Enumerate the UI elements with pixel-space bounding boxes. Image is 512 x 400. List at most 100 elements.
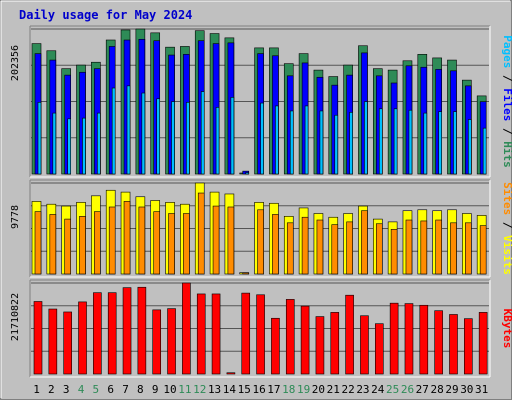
x-tick-label-day-23: 23 [356,383,369,396]
bar-pages-day-20 [319,110,324,175]
legend-item-files: Files [501,88,512,121]
x-tick-label-day-10: 10 [163,383,176,396]
bar-pages-day-17 [275,105,279,175]
bar-sites-day-12 [197,192,205,275]
bar-pages-day-25 [393,108,398,175]
bar-sites-day-21 [331,224,339,275]
legend-kbytes: KBytes [501,309,512,349]
bar-pages-day-7 [126,85,131,175]
bar-pages-day-15 [245,172,250,175]
bar-pages-day-10 [171,101,175,175]
bar-sites-day-24 [375,223,383,275]
bar-sites-day-26 [405,219,413,275]
bar-pages-day-28 [438,111,442,175]
bar-pages-day-16 [260,102,264,175]
legend-item-kbytes: KBytes [501,309,512,349]
x-tick-label-day-18: 18 [282,383,295,396]
bar-kbytes-day-26 [404,303,414,375]
bar-sites-day-27 [420,220,428,275]
bar-pages-day-11 [186,102,190,175]
bar-kbytes-day-20 [315,316,325,375]
bar-sites-day-11 [183,213,190,275]
bar-kbytes-day-14 [226,372,236,375]
x-tick-label-day-19: 19 [297,383,310,396]
x-tick-label-day-15: 15 [238,383,251,396]
bar-sites-day-22 [346,221,353,275]
x-tick-label-day-2: 2 [48,383,55,396]
bar-kbytes-day-24 [374,323,384,375]
bar-kbytes-day-15 [241,292,251,375]
legend-separator: / [501,215,512,235]
bar-kbytes-day-8 [137,286,147,375]
bar-kbytes-day-13 [211,293,221,375]
x-tick-label-day-12: 12 [193,383,206,396]
bar-kbytes-day-10 [167,308,176,375]
bar-pages-day-18 [289,110,294,175]
x-tick-label-day-13: 13 [208,383,221,396]
x-tick-label-day-1: 1 [33,383,40,396]
legend-item-pages: Pages [501,35,512,68]
bar-pages-day-30 [468,119,472,175]
x-tick-label-day-16: 16 [252,383,265,396]
bar-pages-day-9 [156,98,161,175]
bar-pages-day-14 [230,97,235,175]
x-tick-label-day-31: 31 [475,383,488,396]
x-tick-label-day-21: 21 [327,383,340,396]
bar-pages-day-22 [349,112,353,175]
chart-panels: 202356 Pages / Files / Hits 9778 Sites / Vi… [10,25,512,378]
x-tick-label-day-14: 14 [223,383,237,396]
bar-kbytes-day-29 [449,314,458,375]
bar-pages-day-8 [141,92,146,175]
x-tick-label-day-11: 11 [178,383,191,396]
bar-kbytes-day-31 [478,312,488,375]
bar-kbytes-day-11 [182,282,191,375]
x-axis-labels: 1 2 3 4 5 6 7 8 9 10 11 12 13 14 15 16 17 18 19 20 21 22 23 24 2… [33,383,488,396]
bar-pages-day-3 [67,118,71,175]
bar-sites-day-25 [390,229,398,275]
bar-kbytes-day-2 [48,308,58,375]
legend-separator: / [501,68,512,88]
y-max-label-visits: 9778 [10,205,21,229]
x-tick-label-day-6: 6 [107,383,114,396]
x-tick-label-day-29: 29 [445,383,458,396]
legend-visits: Sites / Visits [501,182,512,275]
bar-sites-day-15 [242,272,250,275]
bar-sites-day-4 [79,215,86,275]
bar-pages-day-29 [453,111,457,175]
bar-pages-day-31 [482,127,487,175]
x-tick-label-day-4: 4 [78,383,85,396]
panel-kbytes: 21710822 KBytes [10,279,512,378]
bar-pages-day-4 [82,117,86,175]
bar-kbytes-day-21 [330,312,340,375]
x-tick-label-day-28: 28 [431,383,444,396]
x-tick-label-day-9: 9 [152,383,159,396]
legend-separator: / [501,121,512,141]
bar-pages-day-26 [408,109,413,175]
panel-hits: 202356 Pages / Files / Hits [10,25,512,178]
x-tick-label-day-22: 22 [341,383,354,396]
x-tick-label-day-17: 17 [267,383,280,396]
bar-kbytes-day-30 [464,318,473,375]
bar-kbytes-day-25 [389,302,399,375]
bar-kbytes-day-5 [93,292,102,375]
x-tick-label-day-26: 26 [401,383,414,396]
bar-sites-day-6 [108,206,116,275]
bar-kbytes-day-16 [256,294,265,375]
bar-pages-day-12 [200,91,205,175]
bar-sites-day-20 [316,219,324,275]
bar-pages-day-27 [423,112,428,175]
bar-kbytes-day-23 [360,315,369,375]
bar-kbytes-day-19 [300,305,310,375]
y-max-label-hits: 202356 [10,45,21,81]
bar-sites-day-8 [138,206,146,275]
bar-kbytes-day-6 [107,292,117,375]
bar-sites-day-2 [49,214,57,275]
bar-sites-day-17 [272,214,279,275]
bar-sites-day-10 [168,213,175,275]
legend-item-sites: Sites [501,182,512,215]
bar-pages-day-2 [52,112,57,175]
bar-kbytes-day-18 [285,299,295,375]
bar-kbytes-day-3 [63,311,72,375]
